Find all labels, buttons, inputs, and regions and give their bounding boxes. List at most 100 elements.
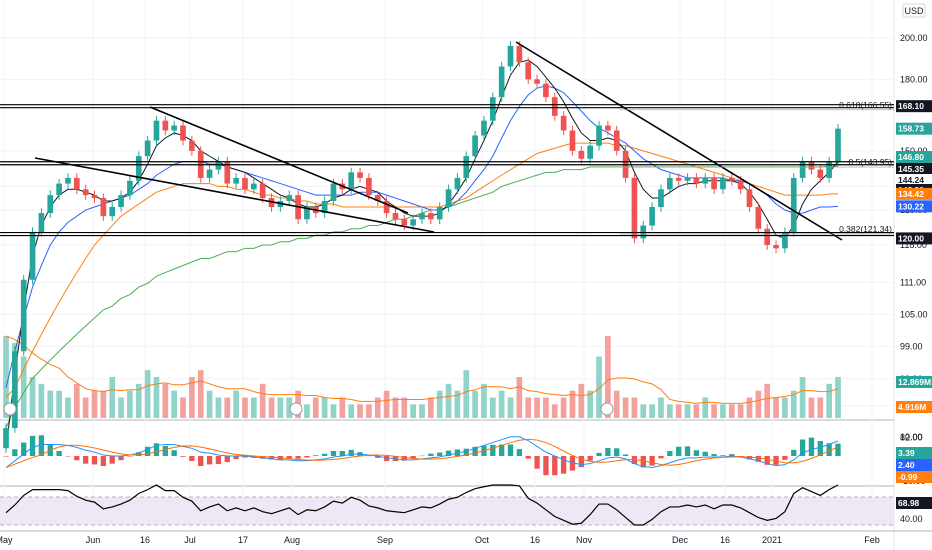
macd-histogram-bar — [286, 456, 292, 459]
trendline-3[interactable] — [515, 41, 843, 241]
volume-bar — [728, 404, 735, 418]
candle-body — [428, 213, 434, 220]
candle-body — [224, 161, 231, 184]
macd-histogram-bar — [835, 443, 841, 456]
macd-histogram-bar — [74, 456, 80, 461]
volume-bar — [605, 336, 611, 418]
price-badge — [896, 174, 932, 186]
time-axis: May Jun 16 Jul 17 Aug Sep Oct 16 Nov Dec 16 2021 Feb — [0, 535, 880, 545]
candle-body — [91, 195, 98, 199]
time-tick-label: Jun — [86, 535, 101, 545]
volume-bar — [826, 383, 832, 418]
candle-body — [835, 128, 841, 162]
candle-body — [330, 183, 337, 202]
volume-bar — [144, 370, 151, 418]
price-tick-label: 118.00 — [900, 240, 927, 250]
candle-body — [419, 213, 425, 220]
currency-box[interactable] — [902, 3, 926, 18]
macd-histogram-bar — [737, 456, 744, 457]
macd-histogram-bar — [21, 442, 27, 456]
price-tick-label: 200.00 — [900, 33, 928, 43]
volume-bar — [454, 390, 461, 418]
candle-body — [12, 351, 18, 429]
macd-histogram-bar — [773, 456, 779, 465]
candle-body — [693, 177, 700, 184]
candle-body — [737, 180, 744, 190]
macd-histogram-bar — [569, 456, 576, 471]
macd-histogram-bar — [622, 454, 629, 456]
price-badge — [896, 151, 932, 163]
macd-histogram-bar — [383, 456, 390, 461]
macd-histogram-bar — [667, 451, 673, 456]
price-badge-text: 168.10 — [898, 101, 924, 111]
volume-bar — [534, 397, 540, 418]
candle-body — [153, 120, 160, 141]
volume-bar — [472, 390, 478, 418]
candle-body — [144, 140, 151, 157]
fib-label: 0.5(143.95) — [849, 157, 893, 167]
macd-histogram-bar — [614, 448, 620, 456]
macd-histogram-bar — [596, 452, 602, 456]
volume-bar — [56, 390, 62, 418]
volume-bar — [799, 377, 806, 418]
macd-histogram-bar — [180, 456, 186, 457]
rsi-overbought-band — [0, 497, 894, 525]
macd-histogram-bar — [463, 448, 469, 456]
macd-histogram-bar — [215, 456, 222, 465]
price-badge-text: 120.00 — [898, 233, 924, 243]
candle-body — [357, 172, 363, 178]
macd-histogram-bar — [3, 456, 9, 457]
candle-body — [189, 140, 195, 151]
volume-bar — [312, 397, 319, 418]
macd-histogram-bar — [507, 444, 514, 456]
macd-histogram-bar — [65, 456, 71, 457]
trendline-1[interactable] — [34, 157, 435, 233]
candle-body — [489, 97, 496, 121]
macd-histogram-bar — [649, 456, 655, 466]
macd-histogram-bar — [330, 451, 337, 456]
volume-bar — [348, 404, 355, 418]
time-tick-label: May — [0, 535, 13, 545]
price-badge-text: 4.916M — [898, 402, 926, 412]
candle-body — [445, 189, 452, 208]
macd-histogram-bar — [206, 456, 213, 465]
time-tick-label: Oct — [475, 535, 490, 545]
price-badges: 168.10158.73146.80145.35144.24143.90134.… — [896, 100, 932, 509]
volume-bar — [808, 397, 815, 418]
candle-body — [463, 156, 470, 178]
macd-histogram-bar — [260, 456, 266, 459]
candle-body — [29, 231, 36, 280]
macd-histogram-bar — [684, 446, 691, 456]
volume-bar — [189, 377, 195, 418]
macd-histogram-bar — [242, 456, 248, 458]
time-tick-label: Dec — [672, 535, 689, 545]
volume-bar — [366, 404, 372, 418]
macd-histogram-bar — [499, 444, 505, 456]
candle-body — [109, 207, 116, 217]
candle-body — [596, 125, 602, 146]
candle-body — [259, 183, 266, 199]
candle-body — [206, 169, 213, 178]
candle-body — [498, 66, 505, 98]
volume-bar — [764, 383, 771, 418]
volume-bar — [720, 404, 726, 418]
candle-body — [481, 120, 487, 136]
trendline-2[interactable] — [149, 106, 409, 214]
macd-line — [5, 436, 839, 469]
candle-body — [118, 195, 124, 208]
candle-body — [374, 195, 381, 202]
macd-histogram-bar — [799, 439, 806, 456]
price-tick-label: 99.00 — [900, 342, 923, 352]
volume-bar — [489, 397, 496, 418]
volume-bar — [711, 404, 717, 418]
macd-histogram-bar — [428, 453, 434, 456]
macd-histogram-bar — [782, 456, 788, 460]
price-badge-text: 145.35 — [898, 164, 924, 174]
candle-body — [401, 219, 408, 226]
price-badge-text: -0.99 — [898, 472, 918, 482]
candle-body — [631, 177, 638, 239]
price-badge — [896, 100, 932, 113]
volume-bar — [436, 390, 443, 418]
candle-body — [658, 189, 664, 208]
